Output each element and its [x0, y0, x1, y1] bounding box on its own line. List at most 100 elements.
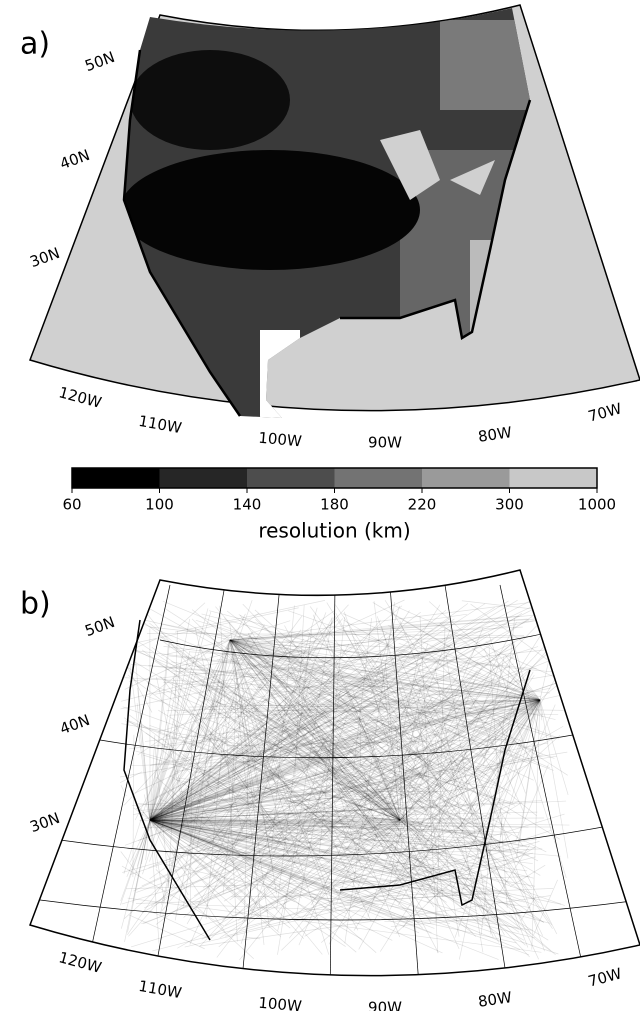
- flow-line: [213, 642, 401, 821]
- flow-line: [300, 876, 445, 892]
- flow-line: [149, 819, 280, 933]
- flow-line: [428, 601, 541, 701]
- flow-line: [402, 722, 448, 777]
- flow-line: [448, 699, 541, 716]
- flow-line: [388, 625, 530, 693]
- flow-line: [123, 717, 306, 847]
- flow-line: [362, 699, 541, 702]
- flow-line: [229, 639, 430, 763]
- flow-line: [277, 599, 405, 658]
- flow-line: [149, 819, 443, 871]
- flow-line: [190, 812, 357, 953]
- flow-line: [436, 626, 446, 922]
- flow-line: [194, 675, 449, 852]
- flow-line: [149, 819, 240, 855]
- flow-line: [149, 701, 436, 821]
- flow-line: [149, 819, 404, 827]
- flow-line: [149, 819, 486, 882]
- flow-line: [160, 676, 290, 843]
- flow-line: [159, 748, 281, 845]
- flow-line: [149, 819, 246, 902]
- flow-line: [247, 762, 432, 829]
- flow-line: [229, 639, 559, 740]
- flow-line: [149, 819, 420, 924]
- flow-line: [258, 818, 284, 838]
- flow-line: [355, 754, 513, 804]
- flow-line: [149, 749, 269, 821]
- flow-line: [134, 639, 231, 821]
- flow-line: [149, 613, 246, 821]
- flow-line: [302, 687, 429, 785]
- flow-line: [508, 911, 519, 927]
- flow-line: [197, 644, 359, 931]
- flow-line: [149, 786, 484, 821]
- flow-line: [152, 852, 534, 952]
- flow-line: [135, 750, 383, 821]
- flow-line: [127, 674, 180, 714]
- flow-line: [200, 817, 318, 947]
- flow-line: [149, 797, 336, 821]
- flow-line: [248, 633, 432, 924]
- flow-line: [239, 851, 470, 896]
- flow-line: [157, 637, 447, 847]
- flow-line: [191, 618, 401, 821]
- flow-line: [149, 619, 191, 821]
- flow-line: [399, 725, 564, 821]
- flow-line: [275, 673, 317, 727]
- flow-line: [246, 862, 307, 881]
- flow-line: [149, 615, 303, 821]
- flow-line: [149, 819, 551, 924]
- flow-line: [149, 819, 375, 853]
- flow-line: [419, 615, 439, 954]
- flow-line: [143, 819, 401, 925]
- flow-line: [149, 711, 207, 821]
- flow-line: [337, 699, 541, 713]
- flow-line: [149, 819, 256, 858]
- flow-line: [250, 682, 352, 792]
- flow-line: [149, 819, 533, 864]
- flow-line: [149, 713, 287, 821]
- flow-line: [209, 822, 230, 879]
- flow-line: [130, 618, 502, 774]
- flow-line: [149, 819, 417, 826]
- flow-line: [191, 652, 302, 751]
- flow-line: [378, 613, 468, 628]
- flow-line: [394, 699, 541, 730]
- flow-line: [149, 631, 254, 821]
- flow-line: [229, 639, 563, 674]
- flow-line: [195, 720, 473, 934]
- flow-line: [149, 819, 211, 831]
- flow-line: [332, 734, 425, 804]
- flow-line: [399, 747, 468, 821]
- flow-line: [168, 807, 401, 821]
- flow-line: [122, 706, 425, 815]
- flow-line: [367, 819, 401, 917]
- flow-line: [149, 683, 386, 821]
- flow-line: [281, 636, 452, 725]
- flow-line: [346, 780, 400, 849]
- flow-line: [210, 752, 414, 940]
- flow-line: [177, 613, 523, 842]
- flow-line: [149, 681, 348, 821]
- flow-line: [389, 654, 419, 798]
- flow-line: [219, 819, 401, 939]
- flow-line: [236, 610, 336, 680]
- flow-line: [287, 669, 439, 953]
- flow-line: [149, 819, 523, 931]
- flow-line: [183, 813, 303, 918]
- flow-line: [149, 819, 300, 875]
- flow-line: [149, 654, 566, 821]
- flow-line: [325, 635, 401, 821]
- flow-line: [326, 602, 532, 934]
- flow-line: [141, 699, 511, 914]
- flow-line: [134, 661, 401, 821]
- flow-line: [209, 610, 541, 698]
- flow-line: [333, 770, 401, 821]
- flow-line: [286, 639, 541, 701]
- flow-line: [200, 678, 540, 904]
- flow-line: [196, 635, 411, 667]
- flow-line: [197, 798, 260, 911]
- graticule: [444, 584, 511, 976]
- flow-line: [191, 681, 280, 707]
- colorbar-label: resolution (km): [258, 519, 410, 543]
